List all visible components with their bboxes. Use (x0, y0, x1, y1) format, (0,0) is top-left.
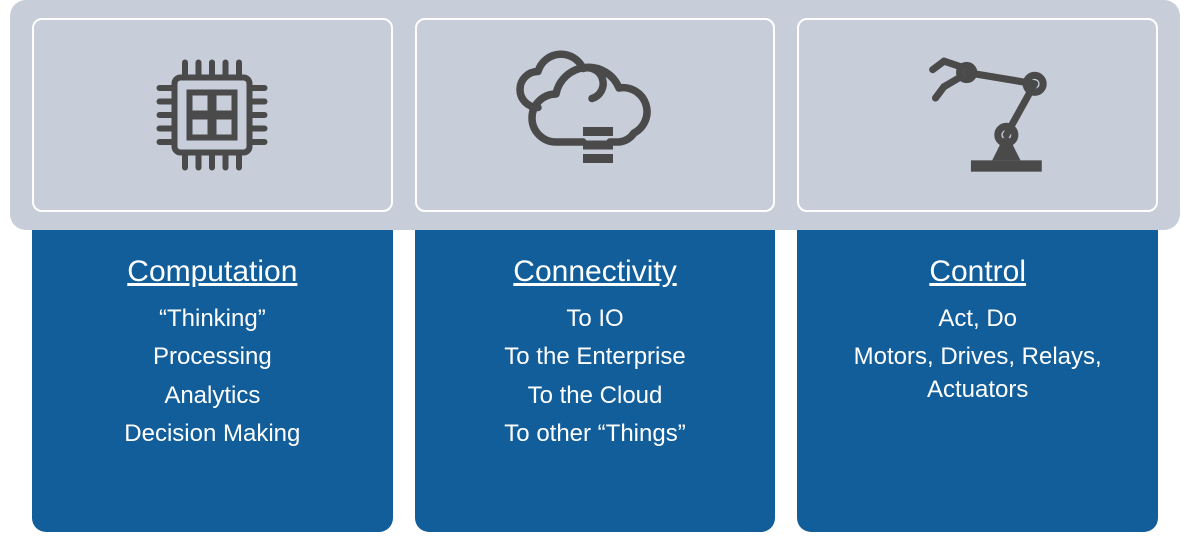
pillar-item: To the Cloud (433, 380, 758, 412)
icon-cell-control (797, 18, 1158, 212)
robot-arm-icon (893, 40, 1063, 190)
pillar-title: Connectivity (433, 255, 758, 289)
pillar-item: To the Enterprise (433, 341, 758, 373)
pillar-columns: Computation “Thinking” Processing Analyt… (10, 205, 1180, 532)
pillar-item: To IO (433, 303, 758, 335)
pillar-title: Control (815, 255, 1140, 289)
pillar-item: “Thinking” (50, 303, 375, 335)
pillar-item: Motors, Drives, Relays, Actuators (815, 341, 1140, 406)
pillar-item: Analytics (50, 380, 375, 412)
icon-cell-connectivity (415, 18, 776, 212)
pillar-item: Processing (50, 341, 375, 373)
pillar-item: Decision Making (50, 418, 375, 450)
pillar-item: Act, Do (815, 303, 1140, 335)
icon-bar (10, 0, 1180, 230)
three-c-infographic: Computation “Thinking” Processing Analyt… (0, 0, 1190, 542)
pillar-control: Control Act, Do Motors, Drives, Relays, … (797, 205, 1158, 532)
cloud-icon (505, 40, 685, 190)
pillar-title: Computation (50, 255, 375, 289)
icon-cell-computation (32, 18, 393, 212)
pillar-computation: Computation “Thinking” Processing Analyt… (32, 205, 393, 532)
pillar-connectivity: Connectivity To IO To the Enterprise To … (415, 205, 776, 532)
pillar-item: To other “Things” (433, 418, 758, 450)
chip-icon (137, 40, 287, 190)
